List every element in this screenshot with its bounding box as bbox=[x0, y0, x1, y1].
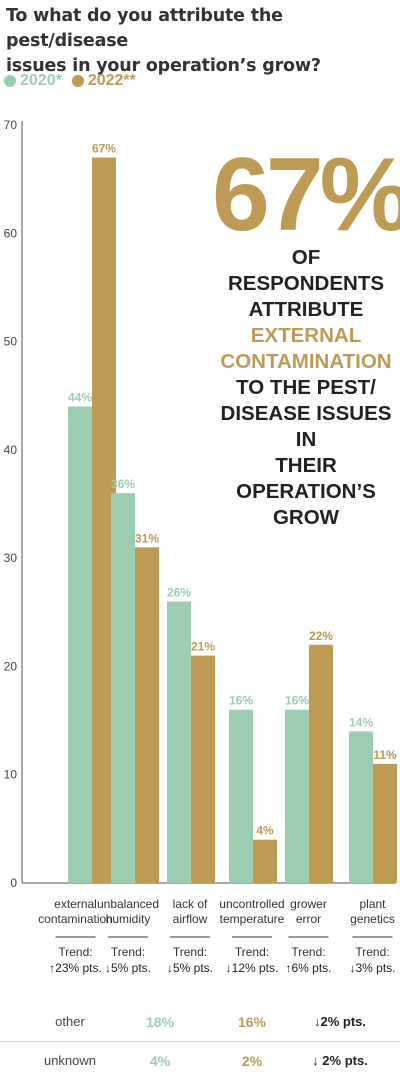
callout-text-line: ATTRIBUTE bbox=[248, 298, 364, 321]
category-label-line: lack of bbox=[173, 897, 208, 911]
trend-value: ↓3% pts. bbox=[349, 961, 395, 975]
bar-data-label-2020: 44% bbox=[68, 391, 92, 405]
stat-value-2022: 16% bbox=[237, 1014, 267, 1030]
y-tick-label: 60 bbox=[4, 226, 18, 240]
callout-text-line: DISEASE ISSUES IN bbox=[220, 402, 392, 451]
category-label-line: external bbox=[54, 897, 97, 911]
trend-label: Trend: bbox=[173, 945, 207, 959]
callout-text-line: OF RESPONDENTS bbox=[227, 246, 385, 295]
category-label-line: contamination bbox=[38, 912, 113, 926]
trend-value: ↑23% pts. bbox=[49, 961, 102, 975]
legend-label-2020: 2020* bbox=[20, 72, 62, 89]
y-tick-label: 20 bbox=[4, 659, 18, 673]
legend: 2020* 2022** bbox=[4, 70, 146, 92]
bar-data-label-2022: 11% bbox=[373, 748, 397, 762]
bar-data-label-2022: 67% bbox=[92, 141, 116, 155]
category-label-line: airflow bbox=[173, 912, 208, 926]
y-tick-label: 50 bbox=[4, 335, 18, 349]
bar-data-label-2020: 16% bbox=[285, 694, 309, 708]
callout-text-line: CONTAMINATION bbox=[220, 350, 392, 373]
legend-item-2020: 2020* bbox=[4, 72, 62, 90]
category-label: uncontrolled temperature bbox=[219, 897, 284, 926]
bar-data-label-2022: 4% bbox=[256, 824, 274, 838]
bar-data-label-2022: 22% bbox=[309, 629, 333, 643]
stat-value-2020: 18% bbox=[145, 1014, 175, 1030]
category-label: external contamination bbox=[38, 897, 113, 926]
stat-row: other 18% 16% ↓2% pts. bbox=[0, 1003, 400, 1041]
stat-row: unknown 4% 2% ↓ 2% pts. bbox=[0, 1041, 400, 1080]
bar-data-label-2022: 31% bbox=[135, 531, 159, 545]
stat-trend: ↓ 2% pts. bbox=[312, 1053, 368, 1068]
y-tick-label: 30 bbox=[4, 551, 18, 565]
stat-value-2022: 2% bbox=[241, 1053, 263, 1069]
bar-2020 bbox=[229, 709, 253, 883]
chart-title: To what do you attribute the pest/diseas… bbox=[6, 4, 396, 79]
bar-chart: 0 10 20 30 40 50 60 70 44% 67% external contaminati… bbox=[4, 118, 397, 975]
callout: 67% OF RESPONDENTS ATTRIBUTE EXTERNAL CONTA… bbox=[212, 137, 400, 531]
bar-2022 bbox=[253, 839, 277, 883]
bar-data-label-2020: 26% bbox=[167, 585, 191, 599]
bar-2020 bbox=[68, 406, 92, 883]
category-label-line: genetics bbox=[350, 912, 395, 926]
trend-label: Trend: bbox=[355, 945, 389, 959]
y-tick-label: 40 bbox=[4, 443, 18, 457]
category-label-line: uncontrolled bbox=[219, 897, 284, 911]
trend-label: Trend: bbox=[291, 945, 325, 959]
callout-text-line: THEIR OPERATION’S bbox=[236, 454, 376, 503]
callout-text-line: TO THE PEST/ bbox=[236, 376, 376, 399]
stat-trend: ↓2% pts. bbox=[313, 1014, 367, 1029]
trend-value: ↓12% pts. bbox=[226, 961, 279, 975]
bar-2022 bbox=[191, 655, 215, 883]
category-label-line: unbalanced bbox=[97, 897, 159, 911]
category-label: unbalanced humidity bbox=[97, 897, 159, 926]
trend-label: Trend: bbox=[58, 945, 92, 959]
bar-2022 bbox=[373, 763, 397, 883]
bar-2020 bbox=[167, 601, 191, 883]
legend-swatch-2022 bbox=[71, 75, 84, 87]
y-tick-label: 70 bbox=[4, 118, 18, 132]
bar-data-label-2020: 16% bbox=[229, 694, 253, 708]
category-label: lack of airflow bbox=[173, 897, 208, 926]
callout-text-line: EXTERNAL bbox=[250, 324, 362, 347]
stat-label: unknown bbox=[43, 1053, 97, 1068]
trend-label: Trend: bbox=[111, 945, 145, 959]
category-label-line: error bbox=[296, 912, 321, 926]
trend-value: ↓5% pts. bbox=[105, 961, 151, 975]
category-label-line: plant bbox=[359, 897, 386, 911]
y-tick-label: 10 bbox=[4, 768, 18, 782]
bar-data-label-2020: 14% bbox=[349, 715, 373, 729]
category-label-line: humidity bbox=[106, 912, 151, 926]
bar-2020 bbox=[285, 709, 309, 883]
trend-label: Trend: bbox=[235, 945, 269, 959]
title-line-2: issues in your operation’s grow? bbox=[6, 56, 321, 76]
bar-2022 bbox=[309, 644, 333, 883]
category-label-line: temperature bbox=[220, 912, 285, 926]
category-label: grower error bbox=[290, 897, 327, 926]
bar-2022 bbox=[135, 547, 159, 883]
trend-value: ↓5% pts. bbox=[167, 961, 213, 975]
legend-item-2022: 2022** bbox=[71, 72, 136, 90]
bar-data-label-2020: 36% bbox=[111, 477, 135, 491]
stat-value-2020: 4% bbox=[149, 1053, 171, 1069]
bar-data-label-2022: 21% bbox=[191, 640, 215, 654]
extra-stats-table: other 18% 16% ↓2% pts. unknown 4% 2% ↓ 2% pts. bbox=[0, 1003, 400, 1080]
callout-text-line: GROW bbox=[272, 506, 340, 529]
category-label: plant genetics bbox=[350, 897, 395, 926]
category-label-line: grower bbox=[290, 897, 327, 911]
legend-swatch-2020 bbox=[4, 75, 16, 87]
title-line-1: To what do you attribute the pest/diseas… bbox=[6, 6, 283, 51]
legend-label-2022: 2022** bbox=[87, 72, 136, 89]
bar-2020 bbox=[111, 493, 135, 883]
callout-big-number: 67% bbox=[212, 137, 400, 253]
bar-2020 bbox=[349, 731, 373, 883]
trend-value: ↑6% pts. bbox=[285, 961, 331, 975]
y-tick-label: 0 bbox=[10, 876, 17, 890]
stat-label: other bbox=[55, 1014, 85, 1029]
